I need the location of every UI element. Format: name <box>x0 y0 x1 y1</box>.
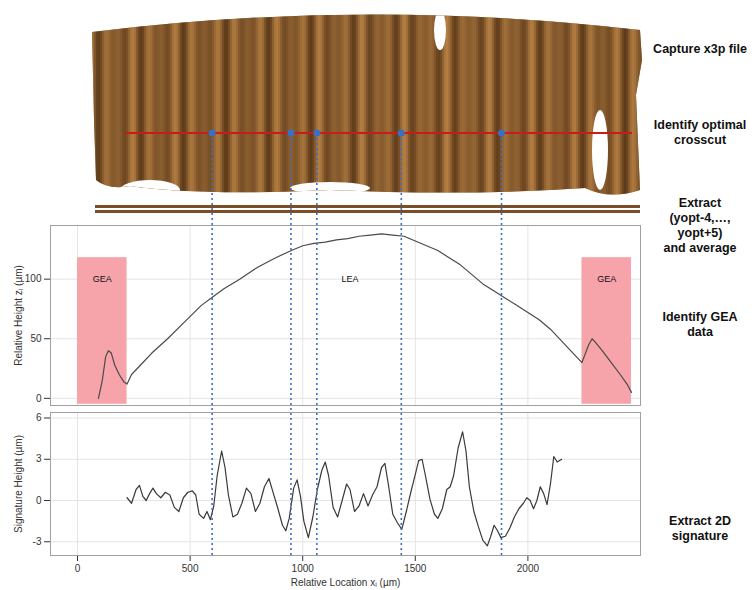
svg-text:6: 6 <box>36 412 42 423</box>
html-text:(yopt-4,…, yopt+5): (yopt-4,…, yopt+5) <box>669 211 731 240</box>
svg-text:0: 0 <box>75 563 81 574</box>
html-text:and average: and average <box>663 241 737 255</box>
html-text:Extract: Extract <box>678 196 722 210</box>
svg-text:500: 500 <box>182 563 199 574</box>
svg-text:1000: 1000 <box>292 563 315 574</box>
html-text:data: data <box>687 325 713 339</box>
svg-text:0: 0 <box>36 495 42 506</box>
svg-text:Relative Location xᵢ (µm): Relative Location xᵢ (µm) <box>291 577 401 588</box>
svg-text:3: 3 <box>36 453 42 464</box>
html-text:Capture x3p file: Capture x3p file <box>653 42 747 56</box>
svg-text:GEA: GEA <box>93 274 112 284</box>
svg-text:0: 0 <box>36 393 42 404</box>
html-text:Identify GEA: Identify GEA <box>662 310 738 324</box>
svg-text:1500: 1500 <box>404 563 427 574</box>
html-text:Extract 2D: Extract 2D <box>669 514 731 528</box>
svg-text:-3: -3 <box>33 536 42 547</box>
html-text:crosscut: crosscut <box>673 133 726 147</box>
svg-text:GEA: GEA <box>597 274 616 284</box>
svg-text:LEA: LEA <box>341 274 358 284</box>
html-text:signature: signature <box>671 529 729 543</box>
svg-text:100: 100 <box>25 273 42 284</box>
svg-text:50: 50 <box>30 333 42 344</box>
svg-text:2000: 2000 <box>517 563 540 574</box>
svg-text:Relative Height zᵢ (µm): Relative Height zᵢ (µm) <box>13 265 24 366</box>
html-text:Identify optimal: Identify optimal <box>653 118 747 132</box>
svg-text:Signature Height (µm): Signature Height (µm) <box>13 435 24 533</box>
